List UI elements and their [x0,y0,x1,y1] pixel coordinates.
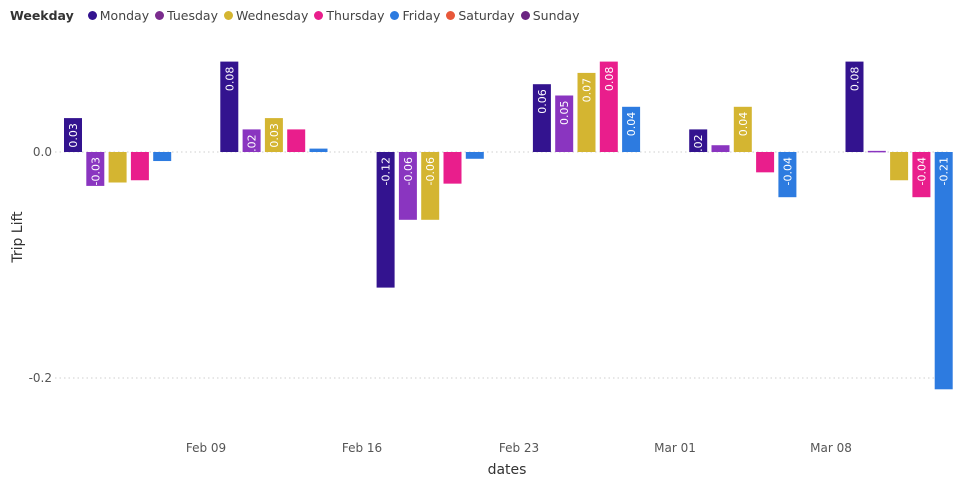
bar-thursday[interactable] [443,152,462,184]
legend-item-thursday[interactable]: Thursday [314,8,384,23]
bar-wednesday[interactable] [421,152,440,220]
bar-data-label: -0.12 [380,157,393,185]
legend: Weekday Monday Tuesday Wednesday Thursda… [10,5,586,25]
x-tick-label: Feb 09 [186,441,226,455]
bar-wednesday[interactable] [108,152,127,183]
bar-data-label: 0.05 [558,101,571,126]
legend-dot-friday [390,10,400,20]
bar-data-label: 0.04 [737,112,750,137]
legend-label-saturday: Saturday [458,7,515,23]
x-tick-label: Mar 01 [654,441,696,455]
bar-wednesday[interactable] [264,118,283,152]
bar-data-label: 0.04 [625,112,638,137]
x-tick-label: Feb 16 [342,441,382,455]
x-tick-label: Mar 08 [810,441,852,455]
bar-wednesday[interactable] [733,106,752,152]
legend-dot-monday [87,10,97,20]
bar-tuesday[interactable] [242,129,261,152]
bar-monday[interactable] [220,61,239,152]
bar-data-label: 0.03 [67,123,80,148]
bar-thursday[interactable] [599,61,618,152]
bar-data-label: -0.04 [781,157,794,185]
bar-data-label: 0.07 [581,78,594,103]
legend-dot-thursday [314,10,324,20]
bar-thursday[interactable] [287,129,306,152]
y-tick-label: -0.2 [29,371,52,385]
legend-dot-wednesday [223,10,233,20]
legend-label-wednesday: Wednesday [235,7,309,23]
x-axis-ticks: Feb 09 Feb 16 Feb 23 Mar 01 Mar 08 [186,441,852,455]
gridlines [55,151,950,379]
legend-item-sunday[interactable]: Sunday [520,7,580,23]
bar-tuesday[interactable] [555,95,574,153]
bar-monday[interactable] [689,129,708,152]
bar-data-label: 0.02 [246,134,259,159]
legend-label-monday: Monday [99,7,150,23]
legend-label-thursday: Thursday [326,7,385,23]
bar-data-label: 0.08 [223,67,236,92]
bar-data-label: -0.21 [938,157,951,185]
legend-item-tuesday[interactable]: Tuesday [155,8,218,23]
legend-item-saturday[interactable]: Saturday [446,7,515,23]
legend-item-friday[interactable]: Friday [390,8,440,23]
bar-wednesday[interactable] [890,152,909,181]
bar-data-label: 0.08 [603,67,616,92]
bar-thursday[interactable] [912,152,931,198]
legend-label-tuesday: Tuesday [167,7,218,23]
bar-monday[interactable] [376,152,395,288]
bar-friday[interactable] [153,152,172,162]
bar-data-label: 0.02 [692,134,705,159]
legend-item-monday[interactable]: Monday [87,7,150,23]
legend-item-wednesday[interactable]: Wednesday [223,7,309,23]
bar-thursday[interactable] [130,152,149,181]
legend-label-friday: Friday [402,7,441,23]
bar-data-label: 0.08 [849,67,862,92]
bar-friday[interactable] [309,148,328,152]
bar-data-label: -0.03 [89,157,102,185]
y-axis-ticks: 0.0 -0.2 [29,145,52,385]
bar-tuesday[interactable] [711,145,730,152]
y-axis-title: Trip Lift [10,211,26,264]
legend-dot-tuesday [155,10,165,20]
bars: 0.03 -0.03 0.08 0.02 0.03 -0.12 -0.06 -0.06 0.06… [64,61,953,390]
bar-friday[interactable] [934,152,953,390]
x-tick-label: Feb 23 [499,441,539,455]
bar-data-label: -0.06 [402,157,415,185]
bar-data-label: -0.04 [915,157,928,185]
legend-dot-saturday [446,10,456,20]
legend-title: Weekday [10,7,74,23]
legend-label-sunday: Sunday [532,7,580,23]
bar-tuesday[interactable] [867,150,886,153]
bar-wednesday[interactable] [577,72,596,152]
bar-thursday[interactable] [756,152,775,173]
bar-friday[interactable] [622,106,641,152]
bar-data-label: -0.06 [424,157,437,185]
bar-monday[interactable] [845,61,864,152]
bar-monday[interactable] [64,118,82,152]
y-tick-label: 0.0 [33,145,52,159]
legend-dot-sunday [520,10,530,20]
x-axis-title: dates [488,462,527,478]
bar-monday[interactable] [532,84,551,152]
bar-friday[interactable] [465,152,484,159]
bar-tuesday[interactable] [86,152,105,186]
bar-data-label: 0.06 [536,89,549,114]
bar-tuesday[interactable] [398,152,417,220]
bar-data-label: 0.03 [268,123,281,148]
bar-friday[interactable] [778,152,797,198]
